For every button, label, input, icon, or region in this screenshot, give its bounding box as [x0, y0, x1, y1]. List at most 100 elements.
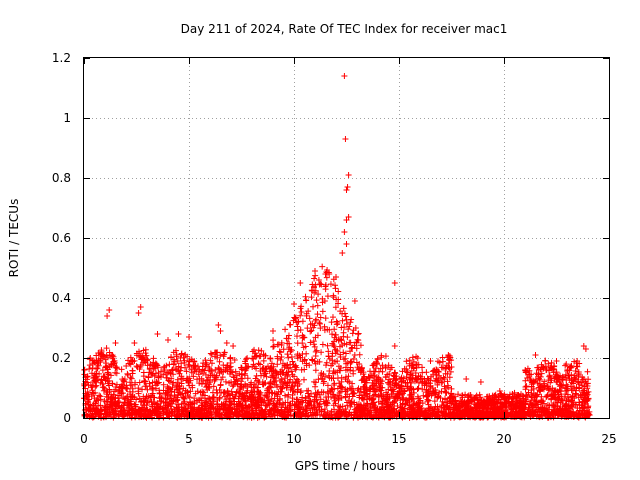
data-point [268, 396, 275, 403]
data-point [109, 380, 116, 387]
data-point-outlier [217, 328, 224, 334]
data-point [160, 364, 167, 371]
data-point [399, 394, 406, 401]
data-point [254, 395, 261, 402]
data-point [151, 365, 158, 372]
plot-frame [83, 57, 610, 419]
data-point [530, 397, 537, 404]
data-point [440, 374, 447, 381]
data-point-outlier [412, 370, 419, 376]
data-point [156, 390, 163, 397]
y-tick-label: 0.4 [52, 291, 71, 305]
data-point [105, 382, 112, 389]
data-point [419, 364, 426, 371]
data-point [339, 317, 346, 324]
data-point [252, 383, 259, 390]
data-point [100, 352, 107, 359]
data-point [202, 412, 209, 419]
data-point [281, 392, 288, 399]
data-point [536, 411, 543, 418]
data-point [226, 371, 233, 378]
data-point [215, 364, 222, 371]
data-point [174, 396, 181, 403]
data-point [407, 383, 414, 390]
data-point [513, 411, 520, 418]
data-point [110, 398, 117, 405]
x-tick-label: 25 [601, 432, 616, 446]
data-point [386, 414, 393, 421]
data-point [164, 369, 171, 376]
data-point [576, 360, 583, 367]
data-point [156, 404, 163, 411]
data-point [331, 326, 338, 333]
data-point [350, 370, 357, 377]
data-point [315, 404, 322, 411]
data-point [442, 370, 449, 377]
data-point [127, 396, 134, 403]
data-point [414, 393, 421, 400]
data-point [570, 401, 577, 408]
data-point [335, 396, 342, 403]
data-point [304, 325, 311, 332]
data-point [424, 375, 431, 382]
data-point [384, 371, 391, 378]
data-point [390, 372, 397, 379]
data-point [544, 401, 551, 408]
data-point [312, 389, 319, 396]
data-point [410, 365, 417, 372]
data-point-outlier [131, 340, 138, 346]
data-point [268, 384, 275, 391]
data-point [88, 384, 95, 391]
data-point [513, 404, 520, 411]
data-point [94, 408, 101, 415]
data-point [580, 387, 587, 394]
data-point [404, 369, 411, 376]
data-point [314, 311, 321, 318]
data-point [248, 414, 255, 421]
data-point [283, 384, 290, 391]
data-point [248, 379, 255, 386]
data-point [315, 291, 322, 298]
data-point [484, 393, 491, 400]
data-point [196, 366, 203, 373]
data-point [540, 410, 547, 417]
data-point [534, 401, 541, 408]
data-point [227, 410, 234, 417]
data-point [377, 378, 384, 385]
data-point [341, 310, 348, 317]
data-point [540, 386, 547, 393]
data-point [443, 389, 450, 396]
data-point [539, 405, 546, 412]
data-point [221, 403, 228, 410]
data-point [174, 391, 181, 398]
data-point [407, 371, 414, 378]
data-point [132, 414, 139, 421]
data-point [317, 280, 324, 287]
data-point [220, 353, 227, 360]
data-point [337, 308, 344, 315]
data-point [181, 405, 188, 412]
data-point [516, 410, 523, 417]
data-point [485, 397, 492, 404]
data-point [250, 394, 257, 401]
data-point [310, 338, 317, 345]
data-point [199, 399, 206, 406]
data-point [543, 411, 550, 418]
data-point [538, 370, 545, 377]
data-point-outlier [553, 358, 560, 364]
data-point [539, 364, 546, 371]
data-point [554, 412, 561, 419]
data-point [322, 286, 329, 293]
data-point [178, 350, 185, 357]
data-point [437, 375, 444, 382]
data-point-outlier [186, 334, 192, 340]
data-point [381, 414, 388, 421]
data-point [421, 412, 428, 419]
data-point [319, 295, 326, 302]
data-point [329, 331, 335, 338]
data-point [317, 320, 324, 327]
data-point [124, 370, 131, 377]
data-point [353, 339, 360, 346]
data-point [564, 391, 571, 398]
data-point [216, 404, 223, 411]
